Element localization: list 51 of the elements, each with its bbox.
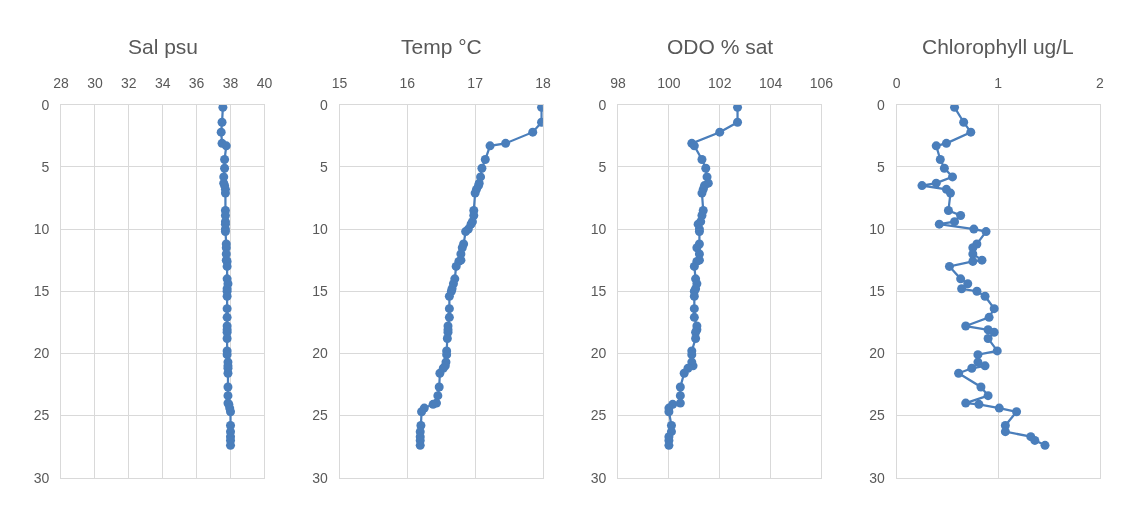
y-tick-label: 0 <box>598 96 607 113</box>
y-tick-label: 5 <box>876 158 885 175</box>
y-tick-label: 15 <box>33 283 50 300</box>
y-tick-label: 15 <box>590 283 607 300</box>
x-tick-label: 0 <box>892 75 901 92</box>
y-tick-label: 25 <box>590 407 607 424</box>
x-tick-label: 38 <box>222 75 239 92</box>
y-tick-label: 25 <box>312 407 328 424</box>
x-tick-label: 30 <box>87 75 103 92</box>
y-tick-label: 10 <box>869 221 885 238</box>
y-tick-label: 15 <box>312 283 328 300</box>
y-tick-label: 20 <box>869 345 885 362</box>
x-tick-label: 32 <box>121 75 137 92</box>
y-tick-label: 30 <box>33 469 50 486</box>
x-tick-label: 40 <box>256 75 273 92</box>
y-tick-label: 0 <box>876 96 885 113</box>
y-tick-label: 0 <box>41 96 50 113</box>
y-tick-label: 10 <box>33 221 50 238</box>
y-tick-label: 30 <box>590 469 607 486</box>
chart-title: Chlorophyll ug/L <box>922 35 1074 58</box>
y-tick-label: 10 <box>590 221 607 238</box>
y-tick-label: 20 <box>312 345 328 362</box>
x-tick-label: 1 <box>994 75 1003 92</box>
y-tick-label: 30 <box>312 469 328 486</box>
y-tick-label: 5 <box>41 158 50 175</box>
x-tick-label: 28 <box>53 75 70 92</box>
y-tick-label: 15 <box>869 283 885 300</box>
chart-title: Temp °C <box>401 35 482 58</box>
y-tick-label: 25 <box>33 407 50 424</box>
chart-title: ODO % sat <box>667 35 774 58</box>
y-tick-label: 0 <box>319 96 328 113</box>
x-tick-label: 36 <box>188 75 205 92</box>
y-tick-label: 20 <box>33 345 50 362</box>
x-tick-label: 16 <box>399 75 416 92</box>
x-tick-label: 100 <box>657 75 681 92</box>
x-tick-label: 18 <box>535 75 551 92</box>
x-tick-label: 104 <box>758 75 783 92</box>
x-tick-label: 34 <box>154 75 171 92</box>
y-tick-label: 25 <box>869 407 885 424</box>
y-tick-label: 5 <box>319 158 328 175</box>
x-tick-label: 15 <box>331 75 348 92</box>
y-tick-label: 10 <box>312 221 328 238</box>
x-tick-label: 17 <box>467 75 484 92</box>
x-tick-label: 2 <box>1096 75 1105 92</box>
y-tick-label: 30 <box>869 469 885 486</box>
x-tick-label: 102 <box>708 75 732 92</box>
chart-title: Sal psu <box>128 35 199 58</box>
x-tick-label: 106 <box>809 75 834 92</box>
x-tick-label: 98 <box>610 75 627 92</box>
y-tick-label: 5 <box>598 158 607 175</box>
y-tick-label: 20 <box>590 345 607 362</box>
